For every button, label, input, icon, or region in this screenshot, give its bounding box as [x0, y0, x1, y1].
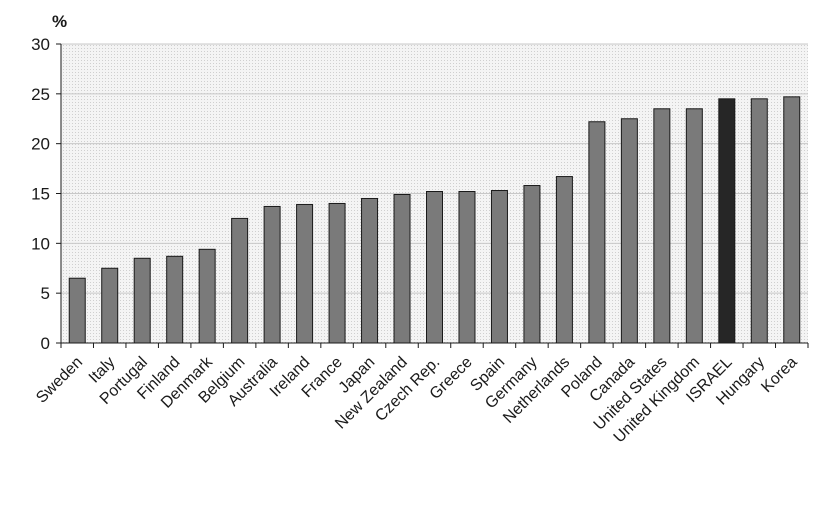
- bar: [328, 202, 346, 344]
- bar: [68, 277, 86, 344]
- bar: [523, 185, 541, 344]
- bar: [555, 176, 573, 344]
- x-category-label: Korea: [758, 354, 800, 396]
- bar: [783, 96, 801, 344]
- bar: [101, 267, 119, 344]
- y-tick-label: 5: [41, 284, 50, 303]
- bars: [68, 96, 801, 344]
- bar: [231, 217, 249, 344]
- y-tick-label: 0: [41, 334, 50, 353]
- bar: [393, 193, 411, 344]
- x-category-label: Sweden: [33, 354, 86, 407]
- bar: [133, 257, 151, 344]
- bar: [166, 255, 184, 344]
- bar: [685, 108, 703, 344]
- bar: [490, 190, 508, 344]
- bar: [458, 191, 476, 344]
- bar: [198, 248, 216, 344]
- bar: [588, 121, 606, 344]
- bar: [653, 108, 671, 344]
- bar: [426, 191, 443, 344]
- bar-highlighted: [718, 98, 736, 344]
- y-tick-label: 20: [31, 135, 50, 154]
- bar: [620, 118, 638, 344]
- y-tick-label: 30: [31, 35, 50, 54]
- bar: [361, 197, 379, 344]
- y-tick-label: 10: [31, 234, 50, 253]
- bar: [750, 98, 768, 344]
- bar: [263, 205, 281, 344]
- y-tick-label: 15: [31, 185, 50, 204]
- y-tick-label: 25: [31, 85, 50, 104]
- bar: [296, 203, 314, 344]
- y-unit-label: %: [52, 12, 67, 31]
